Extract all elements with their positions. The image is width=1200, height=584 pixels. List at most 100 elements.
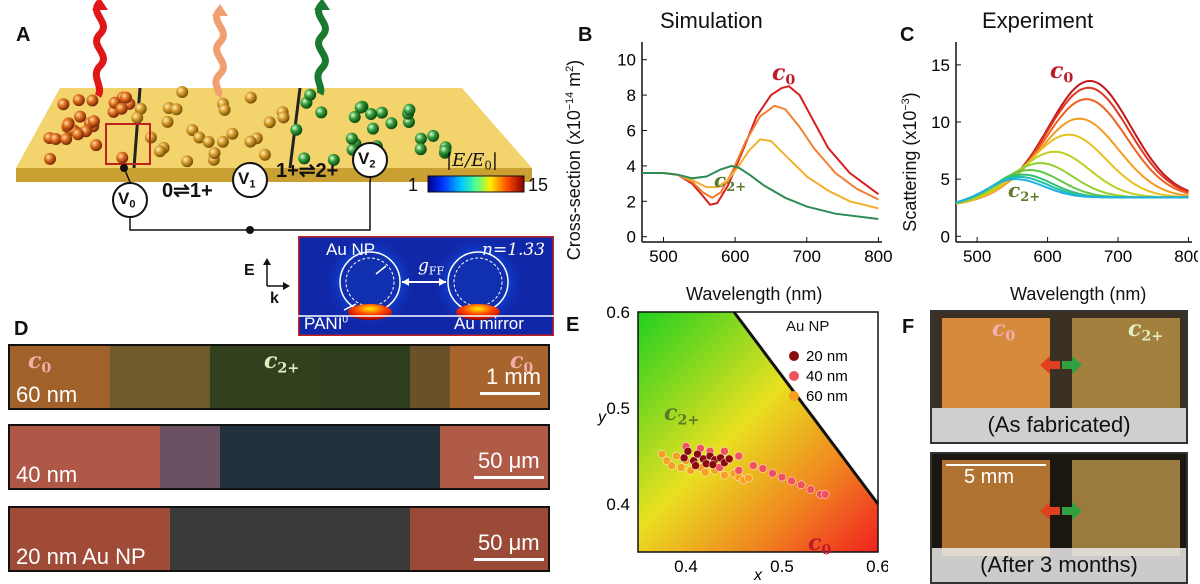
voltage-v2-label: V2 [358,149,376,171]
y-tick-label: 0 [941,227,950,246]
data-point [693,449,702,459]
nanoparticle [62,118,75,131]
nanoparticle [176,86,189,98]
strip-c0-left: c0 [28,348,52,377]
nanoparticle [263,116,276,129]
emission-red-icon [92,0,107,98]
y-tick-label: 5 [941,170,950,189]
photo-as-fabricated: c0 c2+ (As fabricated) [930,310,1188,444]
nanoparticle [277,111,290,124]
nanoparticle [414,143,427,156]
x-tick-label: 500 [963,247,991,266]
data-point [700,468,710,477]
panel-label-f: F [902,316,915,338]
x-tick-label: 0.5 [770,557,794,576]
panel-c-ylabel: Scattering (x10−3) [900,92,920,232]
data-point [734,451,744,461]
panel-label-b: B [578,24,593,46]
x-tick-label: 700 [1104,247,1132,266]
nanoparticle [439,144,452,157]
data-point [748,461,758,470]
nanoparticle [327,153,340,166]
electrode-gap-1 [132,87,142,169]
panel-c-chart: 500 600 700 800 0 5 10 15 [931,42,1198,266]
emission-orange-icon [212,7,227,98]
nanoparticle [348,111,361,123]
panel-c-xlabel: Wavelength (nm) [1010,284,1147,304]
nanoparticle [315,106,328,119]
data-point [708,460,718,469]
data-point [720,470,729,480]
legend-marker [789,391,799,401]
emission-green-icon [314,1,329,96]
x-tick-label: 600 [1033,247,1061,266]
inset-au-np-label: Au NP [326,240,376,259]
photo-scale-label: 5 mm [964,466,1014,488]
strip-c0-right: c0 [510,348,534,377]
legend-marker [789,371,799,381]
voltage-v0-icon [112,182,148,218]
y-tick-label: 8 [627,86,636,105]
e-k-axes-icon [263,258,290,290]
nanoparticle [181,155,194,168]
legend-label: 20 nm [806,348,848,365]
nanoparticle [216,135,229,148]
nanoparticle [115,102,128,115]
nanoparticle [208,147,221,160]
data-point [758,464,768,473]
data-point [672,451,681,461]
data-point [683,446,693,456]
y-tick-label: 2 [627,192,636,211]
nanoparticle [365,108,377,120]
caption-after-3-months: (After 3 months) [932,548,1186,582]
nanoparticle [427,129,440,142]
panel-b-title: Simulation [660,8,763,33]
nanoparticle [414,132,427,145]
nanoparticle [116,151,129,164]
nanoparticle [345,132,358,145]
strip-20nm-scale-bar [474,558,544,561]
colorbar-min: 1 [408,175,419,195]
series-line [955,117,1189,205]
colorbar-title: |E/E0| [446,150,498,173]
switch-arrow-icon [1040,502,1082,520]
data-point [744,473,753,483]
series-line [955,178,1189,204]
voltage-v0-label: V0 [118,189,136,211]
data-point [796,480,806,490]
x-tick-label: 500 [649,247,677,266]
nanoparticle [193,131,206,144]
strip-40nm: 40 nm 50 μm [8,424,550,490]
field-map-inset [298,236,554,336]
series-line [642,164,879,220]
data-point [657,449,667,459]
nanoparticle [202,135,215,148]
data-point [679,453,689,463]
nanoparticle [153,145,166,158]
nanoparticle [367,122,379,135]
y-tick-label: 0.5 [606,399,630,418]
nanoparticle [403,103,416,116]
nanoparticle [354,101,367,114]
panel-b-c0-label: c0 [772,60,796,89]
data-point [734,466,744,475]
data-point [820,490,830,499]
series-line [955,133,1189,205]
y-tick-label: 15 [931,56,950,75]
nanoparticle [72,128,84,141]
nanoparticle [44,152,56,165]
nanoparticle [161,115,174,128]
inset-refractive-index: n=1.33 [482,240,546,260]
photo-scale-bar [946,464,1046,466]
strip-20nm: 20 nm Au NP 50 μm [8,506,550,572]
x-tick-label: 600 [721,247,749,266]
inset-pani-label: PANI0 [304,314,349,333]
data-point [768,469,777,478]
nanoparticle [304,88,317,101]
nanoparticle [290,123,303,136]
strip-c2-center: c2+ [264,348,300,377]
strip-60nm-label: 60 nm [16,382,78,407]
panel-label-d: D [14,318,29,340]
voltage-v1-icon [232,162,268,198]
panel-c-c2-label: c2+ [1008,178,1041,205]
